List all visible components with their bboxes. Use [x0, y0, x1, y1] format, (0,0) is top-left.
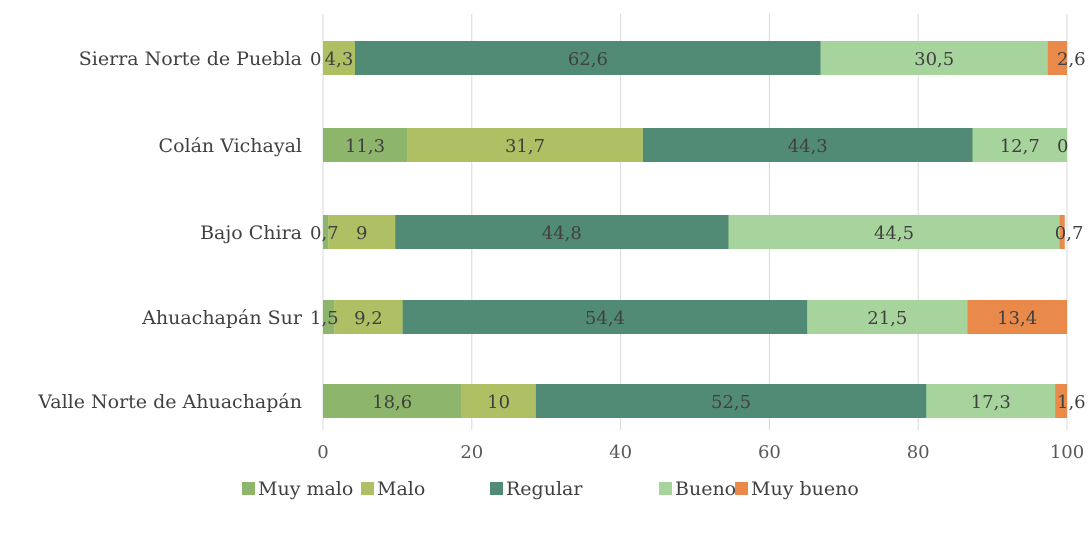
data-label: 30,5 [914, 49, 954, 70]
data-label: 0,7 [310, 223, 339, 244]
data-label: 62,6 [568, 49, 608, 70]
data-label: 18,6 [372, 392, 412, 413]
category-label: Sierra Norte de Puebla [79, 48, 302, 70]
data-label: 0,7 [1055, 223, 1084, 244]
x-tick-label: 100 [1050, 442, 1084, 463]
bar-segment [395, 215, 729, 249]
data-label: 21,5 [867, 308, 907, 329]
x-tick-label: 0 [317, 442, 328, 463]
legend-swatch [242, 482, 255, 495]
legend: Muy malo Malo Regular Bueno Muy bueno [242, 478, 859, 500]
category-label: Ahuachapán Sur [141, 307, 303, 329]
x-tick-label: 60 [758, 442, 781, 463]
data-label: 44,5 [874, 223, 914, 244]
x-axis-tick-labels: 0 20 40 60 80 100 [317, 442, 1084, 463]
data-label: 54,4 [585, 308, 625, 329]
data-label: 17,3 [971, 392, 1011, 413]
bars [323, 41, 1067, 418]
data-label: 9,2 [354, 308, 383, 329]
x-tick-label: 40 [609, 442, 632, 463]
bar-segment [323, 215, 329, 249]
data-label: 10 [487, 392, 510, 413]
bar-segment [354, 41, 821, 75]
bar-segment [1059, 215, 1065, 249]
bar-segment [402, 300, 808, 334]
bar-segment [642, 128, 973, 162]
bar-segment [323, 41, 355, 75]
data-label: 1,5 [310, 308, 339, 329]
legend-label: Regular [506, 478, 583, 500]
bar-segment [334, 300, 403, 334]
data-label: 44,8 [542, 223, 582, 244]
data-label: 44,3 [788, 136, 828, 157]
data-label: 4,3 [325, 49, 354, 70]
legend-label: Malo [377, 478, 425, 500]
legend-swatch [490, 482, 503, 495]
data-labels: 0 4,3 62,6 30,5 2,611,3 31,7 44,3 12,7 00,7 9 44,8… [310, 49, 1086, 413]
legend-swatch [735, 482, 748, 495]
category-label: Bajo Chira [200, 222, 302, 244]
data-label: 12,7 [1000, 136, 1040, 157]
legend-swatch [361, 482, 374, 495]
bar-segment [407, 128, 643, 162]
data-label: 9 [356, 223, 367, 244]
bar-segment [323, 384, 462, 418]
bar-segment [535, 384, 927, 418]
bar-segment [967, 300, 1067, 334]
bar-segment [1047, 41, 1067, 75]
bar-segment [972, 128, 1067, 162]
legend-label: Muy malo [258, 478, 353, 500]
bar-segment [926, 384, 1056, 418]
bar-segment [807, 300, 968, 334]
data-label: 1,6 [1057, 392, 1086, 413]
data-label: 11,3 [345, 136, 385, 157]
bar-segment [461, 384, 536, 418]
x-tick-label: 80 [907, 442, 930, 463]
bar-segment [1055, 384, 1067, 418]
data-label: 31,7 [505, 136, 545, 157]
bar-segment [323, 128, 408, 162]
bar-segment [323, 300, 335, 334]
data-label: 2,6 [1057, 49, 1086, 70]
category-labels: Sierra Norte de Puebla Colán Vichayal Bajo… [37, 48, 303, 413]
bar-segment [728, 215, 1060, 249]
data-label: 0 [1057, 136, 1068, 157]
legend-swatch [659, 482, 672, 495]
category-label: Colán Vichayal [159, 135, 302, 157]
bar-segment [328, 215, 396, 249]
data-label: 52,5 [711, 392, 751, 413]
category-label: Valle Norte de Ahuachapán [37, 391, 302, 413]
legend-label: Bueno [675, 478, 736, 500]
bar-segment [820, 41, 1048, 75]
x-tick-label: 20 [460, 442, 483, 463]
data-label: 0 [310, 49, 321, 70]
data-label: 13,4 [997, 308, 1037, 329]
legend-label: Muy bueno [751, 478, 859, 500]
